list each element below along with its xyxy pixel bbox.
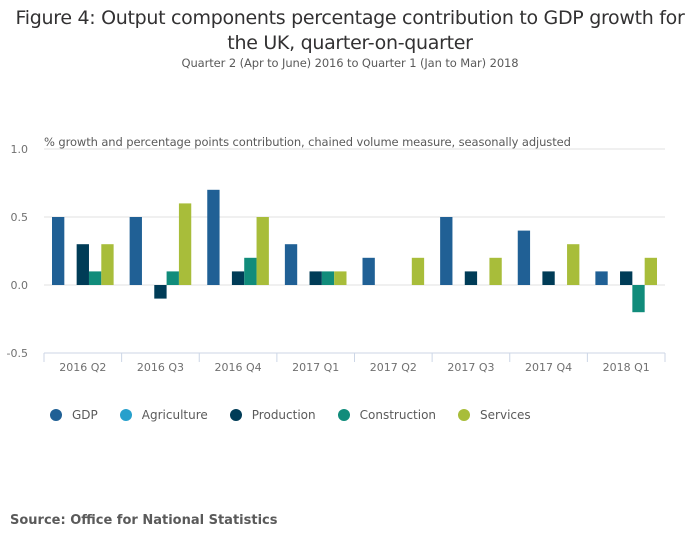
bar-services-2016-q3	[178, 203, 192, 285]
legend-item-agriculture[interactable]: Agriculture	[119, 408, 208, 422]
legend-marker-icon	[119, 409, 132, 421]
bar-construction-2016-q3	[166, 271, 179, 285]
legend-marker-icon	[458, 409, 471, 421]
bar-gdp-2016-q3	[129, 217, 142, 285]
source-note: Source: Office for National Statistics	[10, 513, 278, 528]
bar-production-2017-q4	[542, 271, 555, 285]
bar-gdp-2016-q4	[207, 189, 220, 285]
bar-construction-2017-q1	[321, 271, 335, 285]
legend-label: Construction	[359, 408, 437, 422]
bar-gdp-2016-q2	[52, 217, 65, 285]
x-tick-label: 2016 Q3	[137, 361, 184, 374]
chart-subtitle: Quarter 2 (Apr to June) 2016 to Quarter …	[181, 56, 519, 70]
bar-services-2017-q2	[411, 257, 425, 285]
legend-marker-icon	[229, 409, 242, 421]
bar-production-2016-q2	[76, 244, 89, 285]
x-tick-label: 2016 Q4	[214, 361, 261, 374]
y-axis-label: % growth and percentage points contribut…	[44, 135, 571, 149]
bar-construction-2018-q1	[632, 285, 645, 313]
gridlines	[44, 148, 665, 286]
y-tick-label: 0.5	[11, 211, 29, 224]
legend-item-services[interactable]: Services	[458, 408, 531, 422]
legend-item-construction[interactable]: Construction	[337, 408, 437, 422]
bar-production-2017-q1	[309, 271, 322, 285]
y-tick-label: -0.5	[7, 347, 28, 360]
legend-label: GDP	[72, 408, 98, 422]
x-tick-label: 2016 Q2	[59, 361, 106, 374]
chart-title-line-2: the UK, quarter-on-quarter	[227, 32, 473, 54]
legend: GDP Agriculture Production Construction Serv…	[50, 408, 553, 422]
bar-gdp-2017-q1	[284, 244, 298, 285]
x-tick-label: 2017 Q2	[370, 361, 417, 374]
bar-gdp-2017-q3	[440, 217, 453, 285]
x-tick-label: 2017 Q3	[447, 361, 494, 374]
bar-construction-2016-q4	[244, 257, 257, 285]
bar-gdp-2017-q4	[517, 230, 531, 285]
bar-services-2018-q1	[644, 257, 657, 285]
bar-production-2017-q3	[464, 271, 478, 285]
bar-production-2016-q3	[154, 285, 167, 299]
bar-services-2016-q2	[101, 244, 114, 285]
legend-label: Services	[480, 408, 531, 422]
chart-title: Figure 4: Output components percentage c…	[0, 6, 700, 56]
legend-marker-icon	[337, 409, 350, 421]
x-tick-label: 2018 Q1	[603, 361, 650, 374]
legend-label: Production	[251, 408, 316, 422]
bar-services-2017-q3	[489, 257, 502, 285]
x-tick-label: 2017 Q4	[525, 361, 572, 374]
bar-production-2016-q4	[231, 271, 245, 285]
bar-services-2017-q1	[334, 271, 347, 285]
bar-production-2018-q1	[620, 271, 633, 285]
legend-label: Agriculture	[141, 408, 208, 422]
legend-marker-icon	[50, 409, 62, 421]
bar-gdp-2017-q2	[362, 257, 375, 285]
y-tick-label: 0.0	[11, 279, 29, 292]
bars	[52, 189, 657, 313]
bar-construction-2016-q2	[88, 271, 102, 285]
y-axis-ticks: 1.0 0.5 0.0 -0.5	[7, 143, 28, 360]
chart-title-line-1: Figure 4: Output components percentage c…	[15, 7, 685, 29]
bar-services-2016-q4	[256, 217, 269, 285]
legend-item-gdp[interactable]: GDP	[50, 408, 98, 422]
x-tick-label: 2017 Q1	[292, 361, 339, 374]
x-axis: 2016 Q2 2016 Q3 2016 Q4 2017 Q1 2017 Q2 2017 …	[43, 352, 666, 374]
y-tick-label: 1.0	[11, 143, 29, 156]
bar-services-2017-q4	[567, 244, 580, 285]
bar-gdp-2018-q1	[595, 271, 608, 285]
legend-item-production[interactable]: Production	[229, 408, 316, 422]
